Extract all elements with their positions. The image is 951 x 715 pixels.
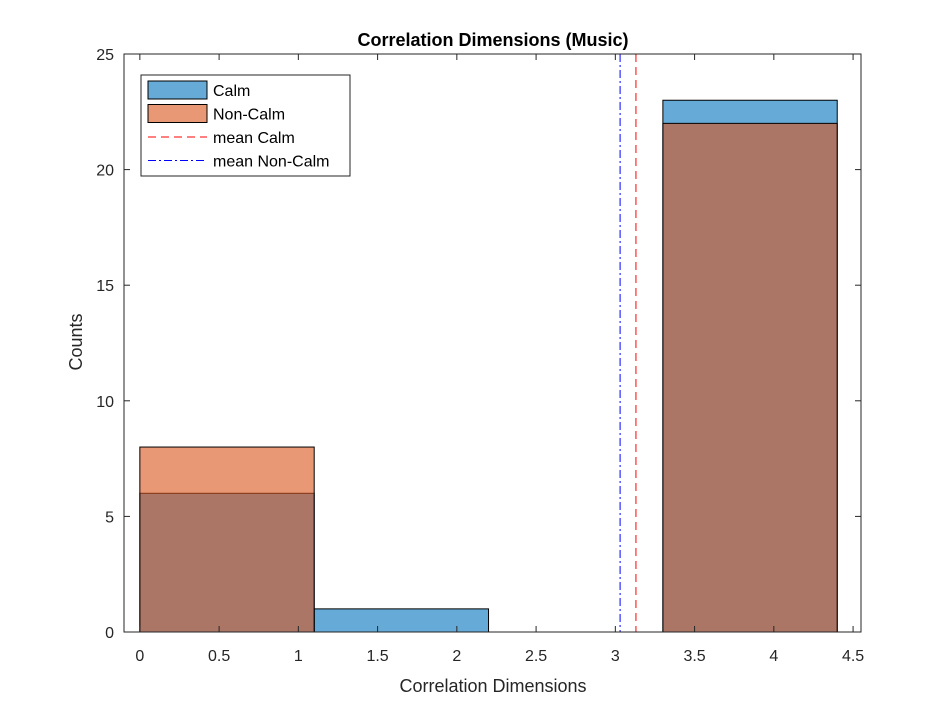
legend-swatch-non-calm bbox=[147, 104, 208, 123]
y-tick-label: 0 bbox=[105, 625, 114, 642]
legend-label-mean-calm: mean Calm bbox=[213, 130, 295, 147]
bar-non-calm-bin-1 bbox=[139, 446, 315, 633]
legend-label-mean-non-calm: mean Non-Calm bbox=[213, 154, 329, 171]
bars-layer bbox=[139, 99, 838, 633]
y-tick-label: 10 bbox=[96, 394, 114, 411]
mean-lines-layer bbox=[619, 54, 637, 632]
ticks-layer: 0 0.5 1 1.5 2 2.5 3 3.5 4 4.5 0 5 10 15 20 25 bbox=[96, 47, 864, 665]
x-tick-label: 4 bbox=[769, 648, 778, 665]
legend-swatch-calm bbox=[147, 80, 208, 100]
x-tick-label: 2 bbox=[452, 648, 461, 665]
axes-box bbox=[123, 53, 862, 633]
x-tick-label: 2.5 bbox=[525, 648, 547, 665]
chart-title: Correlation Dimensions (Music) bbox=[357, 30, 628, 50]
x-tick-label: 0.5 bbox=[208, 648, 230, 665]
bar-calm-bin-2 bbox=[313, 608, 490, 633]
y-axis-label: Counts bbox=[66, 313, 86, 370]
x-tick-label: 1.5 bbox=[366, 648, 388, 665]
x-tick-label: 1 bbox=[294, 648, 303, 665]
x-tick-label: 0 bbox=[135, 648, 144, 665]
legend-label-non-calm: Non-Calm bbox=[213, 107, 285, 124]
x-tick-label: 3 bbox=[611, 648, 620, 665]
y-tick-label: 5 bbox=[105, 509, 114, 526]
x-axis-label: Correlation Dimensions bbox=[399, 676, 586, 696]
x-tick-label: 4.5 bbox=[842, 648, 864, 665]
bar-non-calm-bin-4 bbox=[662, 122, 838, 633]
y-tick-label: 20 bbox=[96, 163, 114, 180]
y-tick-label: 25 bbox=[96, 47, 114, 64]
legend-label-calm: Calm bbox=[213, 83, 250, 100]
legend: Calm Non-Calm mean Calm mean Non-Calm bbox=[140, 74, 351, 177]
x-tick-label: 3.5 bbox=[683, 648, 705, 665]
y-tick-label: 15 bbox=[96, 278, 114, 295]
